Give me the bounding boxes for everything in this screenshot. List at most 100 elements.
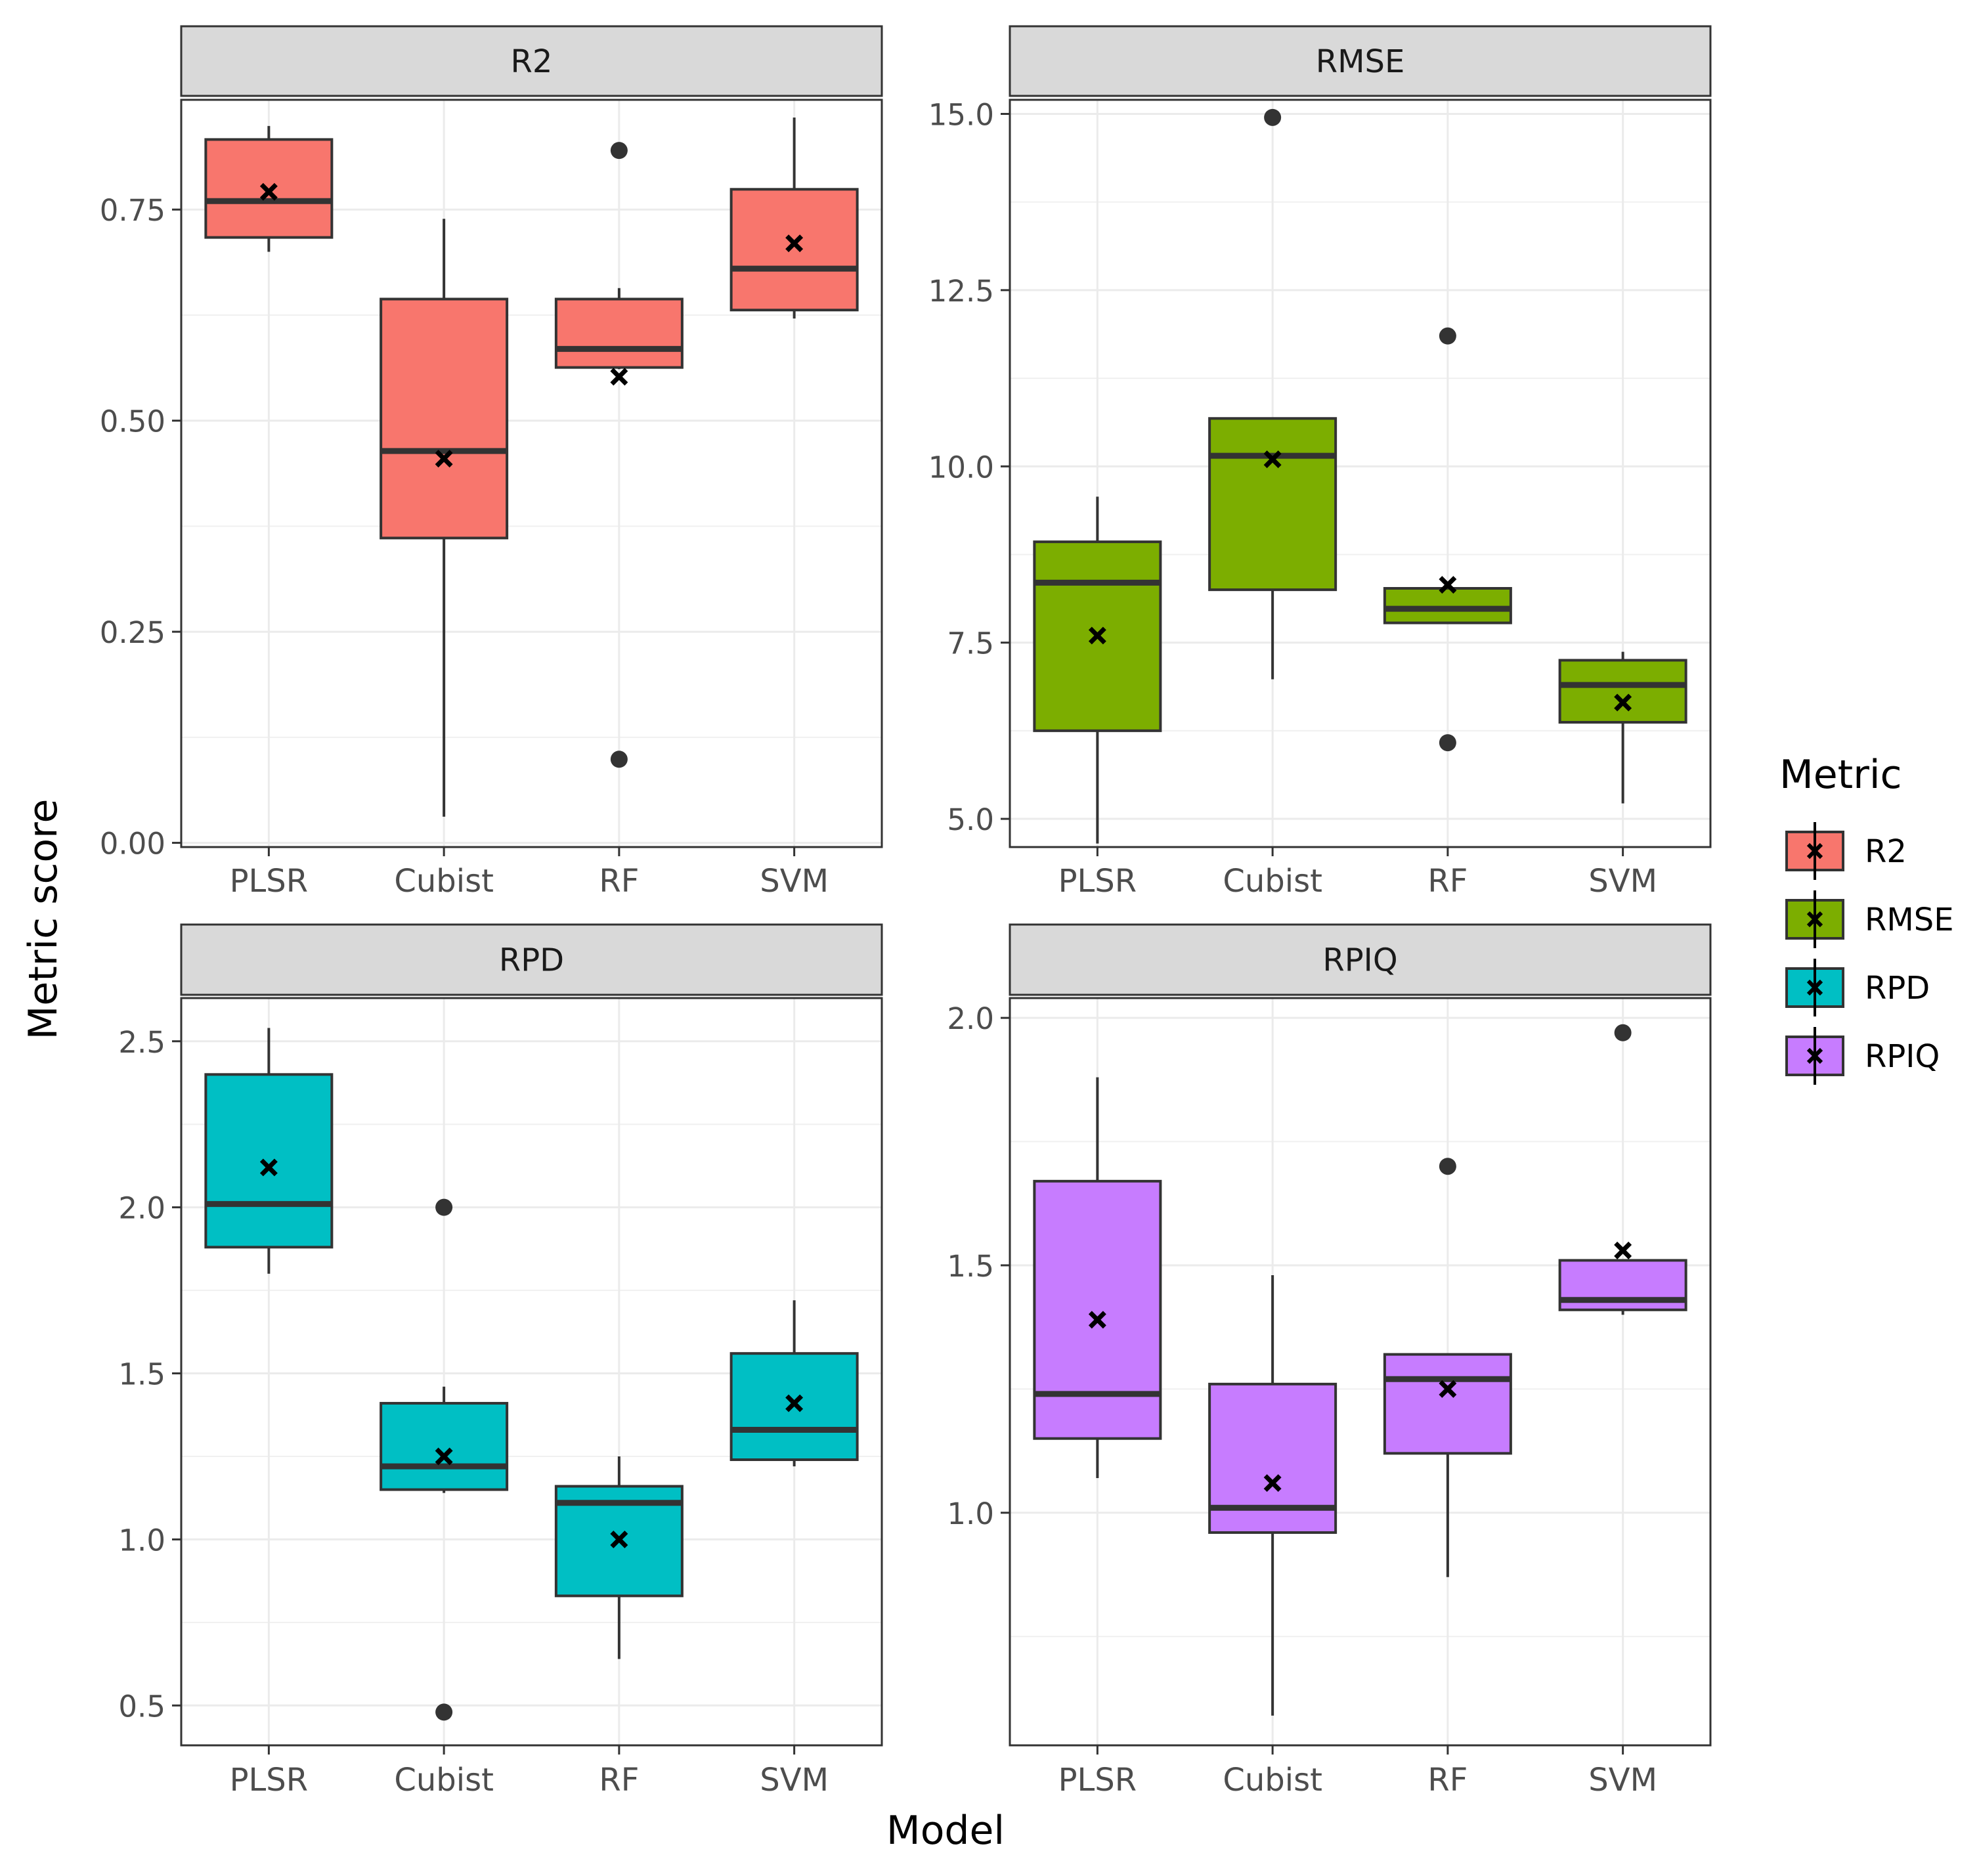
box-body <box>554 297 684 369</box>
box-rmse-rf <box>1383 327 1512 752</box>
box-r2-svm <box>729 118 859 319</box>
legend-entry-r2: R2 <box>1785 822 1907 880</box>
mean-marker <box>1614 693 1632 712</box>
box-rpiq-svm <box>1558 1024 1687 1315</box>
box-body <box>1383 586 1512 624</box>
box-body <box>380 297 509 540</box>
box-r2-cubist <box>380 219 509 817</box>
box-rpiq-plsr <box>1033 1077 1162 1479</box>
facet-strip-label: RPD <box>499 942 564 979</box>
box-rpiq-rf <box>1383 1158 1512 1577</box>
mean-marker <box>785 1394 804 1412</box>
mean-marker <box>1614 1241 1632 1259</box>
mean-marker <box>610 368 628 386</box>
y-tick-label: 0.25 <box>100 615 165 650</box>
outlier-point <box>1264 108 1282 126</box>
y-tick-label: 0.75 <box>100 193 165 228</box>
y-tick-label: 0.50 <box>100 404 165 439</box>
mean-marker <box>1088 626 1106 645</box>
x-tick-label: PLSR <box>230 863 309 900</box>
box-rpd-svm <box>729 1300 859 1467</box>
mean-marker <box>435 450 453 468</box>
legend-entry-rpiq: RPIQ <box>1785 1027 1940 1085</box>
mean-marker <box>1263 450 1282 469</box>
y-tick-label: 2.5 <box>118 1025 165 1060</box>
y-tick-label: 0.5 <box>118 1689 165 1724</box>
outlier-point <box>610 142 628 160</box>
outlier-point <box>1439 1158 1456 1175</box>
x-tick-label: PLSR <box>1058 1762 1137 1799</box>
x-tick-label: RF <box>599 863 639 900</box>
box-body <box>380 1402 509 1491</box>
legend-title: Metric <box>1779 752 1902 798</box>
mean-marker <box>1088 1311 1106 1329</box>
box-body <box>1033 1179 1162 1440</box>
x-tick-label: RF <box>1427 1762 1468 1799</box>
panel-r2: R2 0.00 0.25 0.50 0.75 PLSR Cubist RF SVM <box>100 25 883 900</box>
x-tick-label: Cubist <box>1223 1762 1322 1799</box>
x-tick-label: Cubist <box>394 1762 494 1799</box>
x-tick-label: Cubist <box>394 863 494 900</box>
box-rpd-cubist <box>380 1198 509 1721</box>
y-tick-label: 5.0 <box>947 802 994 837</box>
box-rpiq-cubist <box>1208 1275 1337 1716</box>
x-tick-label: Cubist <box>1223 863 1322 900</box>
legend-label: R2 <box>1865 833 1907 870</box>
panel-background <box>1010 100 1710 847</box>
mean-marker <box>259 183 278 201</box>
facet-strip-label: R2 <box>511 43 553 80</box>
x-tick-label: SVM <box>1588 1762 1657 1799</box>
panel-border <box>180 997 883 1747</box>
facet-strip-label: RPIQ <box>1322 942 1397 979</box>
outlier-point <box>1439 734 1456 752</box>
box-rpd-rf <box>554 1456 684 1659</box>
facet-strip <box>180 923 883 996</box>
box-rmse-svm <box>1558 651 1687 804</box>
outlier-point <box>610 751 628 768</box>
box-body <box>204 138 334 239</box>
facet-strip <box>180 25 883 97</box>
box-rpd-plsr <box>204 1028 334 1274</box>
facet-strip-label: RMSE <box>1316 43 1405 80</box>
legend-entry-rmse: RMSE <box>1785 890 1954 948</box>
legend-label: RPIQ <box>1865 1038 1940 1075</box>
legend-entry-rpd: RPD <box>1785 959 1930 1016</box>
box-body <box>204 1073 334 1249</box>
y-tick-label: 2.0 <box>947 1001 994 1036</box>
panel-rpd: RPD 0.5 1.0 1.5 2.0 2.5 PLSR Cubist RF SVM <box>118 923 883 1799</box>
box-r2-plsr <box>204 125 334 252</box>
y-tick-label: 1.0 <box>118 1523 165 1558</box>
mean-marker <box>785 234 804 253</box>
mean-marker <box>1439 576 1457 594</box>
box-rmse-cubist <box>1208 108 1337 680</box>
box-body <box>1208 417 1337 592</box>
legend-label: RMSE <box>1865 902 1954 938</box>
mean-marker <box>259 1158 278 1177</box>
x-tick-label: SVM <box>1588 863 1657 900</box>
x-tick-label: RF <box>1427 863 1468 900</box>
outlier-point <box>1614 1024 1632 1041</box>
y-tick-label: 1.5 <box>118 1357 165 1392</box>
mean-marker <box>435 1447 453 1466</box>
outlier-point <box>435 1198 453 1216</box>
panel-border <box>180 98 883 848</box>
box-body <box>1383 1353 1512 1455</box>
y-tick-label: 2.0 <box>118 1191 165 1226</box>
facet-strip <box>1009 923 1712 996</box>
x-tick-label: PLSR <box>1058 863 1137 900</box>
y-tick-label: 7.5 <box>947 626 994 661</box>
mean-marker <box>1439 1380 1457 1398</box>
panel-border <box>1009 98 1712 848</box>
y-tick-label: 12.5 <box>928 274 994 309</box>
box-rmse-plsr <box>1033 496 1162 844</box>
panel-rpiq: RPIQ 1.0 1.5 2.0 PLSR Cubist RF SVM <box>947 923 1712 1799</box>
box-body <box>729 1352 859 1462</box>
legend: Metric R2 RMSE RPD RPIQ <box>1779 752 1954 1085</box>
y-tick-label: 10.0 <box>928 450 994 485</box>
panel-rmse: RMSE 5.0 7.5 10.0 12.5 15.0 PLSR Cubist RF SVM <box>928 25 1712 900</box>
outlier-point <box>1439 327 1456 345</box>
x-tick-label: SVM <box>760 863 829 900</box>
y-tick-label: 15.0 <box>928 97 994 132</box>
